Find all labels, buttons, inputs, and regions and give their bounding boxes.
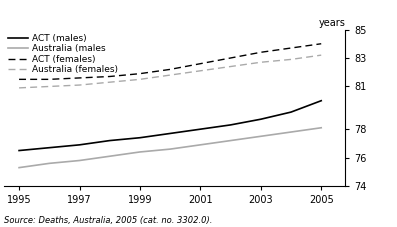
Text: Source: Deaths, Australia, 2005 (cat. no. 3302.0).: Source: Deaths, Australia, 2005 (cat. no… [4, 216, 212, 225]
Text: years: years [318, 18, 345, 28]
Legend: ACT (males), Australia (males, ACT (females), Australia (females): ACT (males), Australia (males, ACT (fema… [8, 34, 118, 74]
